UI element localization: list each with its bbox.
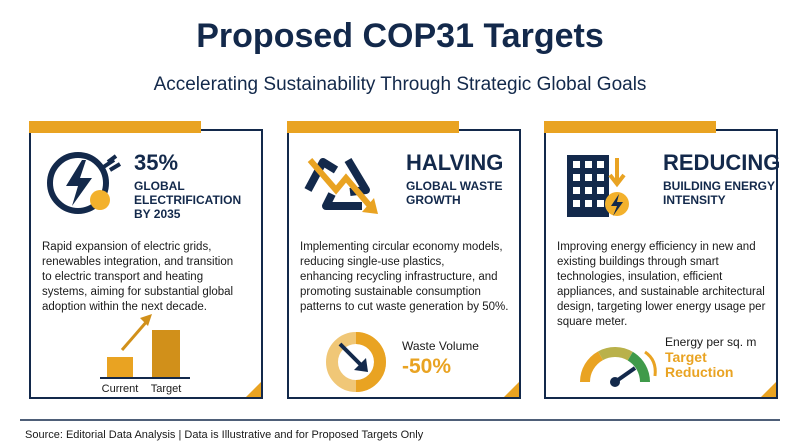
description: to electric transport and heating	[42, 271, 203, 283]
card-accent	[544, 121, 716, 133]
subheadline: INTENSITY	[663, 193, 726, 207]
description: Implementing circular economy models,	[300, 241, 503, 253]
visual-value: Reduction	[665, 364, 733, 380]
card-accent	[287, 121, 459, 133]
description: square meter.	[557, 316, 627, 328]
headline: HALVING	[406, 150, 503, 175]
icon-arrow	[307, 158, 373, 208]
card-accent	[29, 121, 201, 133]
description: appliances, and sustainable architectura…	[557, 286, 765, 298]
headline: 35%	[134, 150, 178, 175]
icon-arrow-head	[362, 198, 378, 214]
icon-window	[573, 174, 580, 181]
subtitle: Accelerating Sustainability Through Stra…	[154, 74, 647, 95]
bar-current	[107, 357, 133, 378]
source: Source: Editorial Data Analysis | Data i…	[25, 429, 424, 441]
subheadline: BUILDING ENERGY	[663, 179, 775, 193]
visual-value: Target	[665, 349, 707, 365]
icon-window	[585, 174, 592, 181]
bar-label: Target	[151, 383, 182, 395]
subheadline: GLOBAL WASTE	[406, 179, 502, 193]
gauge-hub	[610, 377, 620, 387]
icon-glow	[90, 190, 110, 210]
trend-arrow	[120, 319, 150, 351]
icon-ring	[47, 152, 109, 214]
icon-window	[585, 161, 592, 168]
description: reducing single-use plastics,	[300, 256, 444, 268]
icon-bolt	[66, 160, 92, 206]
gauge-mid	[598, 347, 633, 361]
visual-value: -50%	[402, 355, 451, 378]
gauge-high	[627, 351, 650, 383]
subheadline: GLOBAL	[134, 179, 185, 193]
icon-window	[597, 174, 604, 181]
bar-target	[152, 330, 180, 378]
description: existing buildings through smart	[557, 256, 720, 268]
donut-arrow-head	[354, 358, 368, 372]
subheadline: ELECTRIFICATION	[134, 193, 241, 207]
description: technologies, insulation, efficient	[557, 271, 723, 283]
description: design, targeting lower energy usage per	[557, 301, 766, 313]
icon-window	[585, 200, 592, 207]
trend-arrow-head	[140, 314, 152, 326]
icon-plug	[100, 154, 122, 172]
subheadline: BY 2035	[134, 207, 181, 221]
icon-window	[597, 187, 604, 194]
icon-window	[573, 161, 580, 168]
visual-label: Waste Volume	[402, 339, 479, 353]
description: adoption within the next decade.	[42, 301, 207, 313]
description: renewables integration, and transition	[42, 256, 233, 268]
icon-bolt	[611, 194, 623, 216]
description: systems, aiming for substantial global	[42, 286, 233, 298]
corner-accent	[761, 382, 776, 397]
description: promoting sustainable consumption	[300, 286, 481, 298]
gauge-arrow	[644, 350, 657, 377]
icon-window	[597, 161, 604, 168]
description: Improving energy efficiency in new and	[557, 241, 756, 253]
description: Rapid expansion of electric grids,	[42, 241, 211, 253]
icon-down	[608, 158, 626, 188]
subheadline: GROWTH	[406, 193, 461, 207]
bar-label: Current	[102, 383, 139, 395]
headline: REDUCING	[663, 150, 780, 175]
visual-label: Energy per sq. m	[665, 335, 756, 349]
icon-window	[573, 200, 580, 207]
title: Proposed COP31 Targets	[196, 17, 604, 55]
description: patterns to cut waste generation by 50%.	[300, 301, 508, 313]
icon-window	[597, 200, 604, 207]
donut-arrow	[338, 342, 364, 368]
gauge-low	[580, 351, 604, 383]
icon-window	[573, 187, 580, 194]
description: enhancing recycling infrastructure, and	[300, 271, 498, 283]
icon-window	[585, 187, 592, 194]
donut-half	[355, 332, 386, 392]
corner-accent	[246, 382, 261, 397]
corner-accent	[504, 382, 519, 397]
